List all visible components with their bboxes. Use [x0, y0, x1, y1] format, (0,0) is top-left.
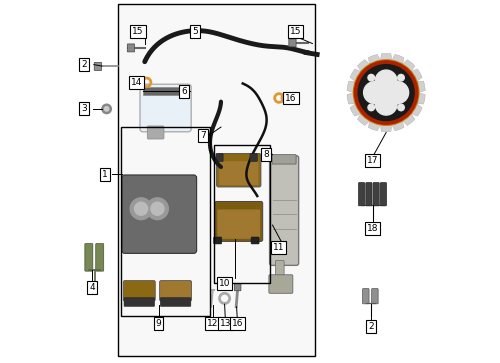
- Polygon shape: [392, 121, 404, 131]
- Text: 11: 11: [272, 243, 284, 252]
- Circle shape: [398, 74, 404, 81]
- Text: 6: 6: [181, 87, 187, 96]
- Text: 17: 17: [367, 156, 378, 165]
- Polygon shape: [411, 69, 422, 81]
- Circle shape: [102, 104, 112, 114]
- Bar: [118, 4, 316, 356]
- Polygon shape: [392, 54, 404, 64]
- Circle shape: [387, 82, 408, 103]
- Text: 12: 12: [208, 319, 218, 328]
- FancyBboxPatch shape: [218, 209, 260, 239]
- Text: 3: 3: [81, 105, 86, 113]
- Text: 18: 18: [367, 224, 378, 233]
- Text: 7: 7: [200, 131, 205, 139]
- FancyBboxPatch shape: [270, 156, 298, 265]
- FancyBboxPatch shape: [272, 155, 296, 164]
- Circle shape: [354, 60, 419, 125]
- Polygon shape: [417, 81, 426, 93]
- Circle shape: [104, 107, 109, 111]
- FancyBboxPatch shape: [380, 183, 386, 206]
- Polygon shape: [350, 104, 361, 116]
- Polygon shape: [417, 93, 426, 104]
- FancyBboxPatch shape: [124, 298, 154, 306]
- Circle shape: [368, 104, 374, 111]
- FancyBboxPatch shape: [96, 244, 104, 271]
- FancyBboxPatch shape: [216, 154, 223, 162]
- FancyBboxPatch shape: [269, 275, 293, 293]
- Circle shape: [151, 202, 164, 215]
- Text: 13: 13: [220, 319, 231, 328]
- FancyBboxPatch shape: [128, 44, 134, 52]
- FancyBboxPatch shape: [94, 62, 102, 70]
- Polygon shape: [402, 60, 415, 72]
- Circle shape: [364, 82, 386, 103]
- Circle shape: [375, 93, 397, 115]
- FancyBboxPatch shape: [373, 183, 379, 206]
- FancyBboxPatch shape: [234, 284, 241, 291]
- Polygon shape: [380, 53, 392, 60]
- Polygon shape: [380, 125, 392, 132]
- FancyBboxPatch shape: [250, 154, 258, 162]
- FancyBboxPatch shape: [215, 201, 262, 241]
- Polygon shape: [368, 54, 380, 64]
- Bar: [214, 145, 270, 283]
- Text: 16: 16: [232, 319, 243, 328]
- FancyBboxPatch shape: [148, 126, 164, 139]
- Text: 16: 16: [286, 94, 297, 102]
- Circle shape: [354, 61, 418, 124]
- Circle shape: [358, 65, 414, 121]
- Text: 1: 1: [102, 170, 108, 179]
- Text: 15: 15: [290, 28, 301, 36]
- Text: 2: 2: [81, 60, 86, 69]
- Polygon shape: [358, 114, 370, 126]
- Text: 10: 10: [219, 279, 230, 287]
- Circle shape: [398, 104, 404, 111]
- Text: 8: 8: [264, 150, 269, 159]
- FancyBboxPatch shape: [372, 289, 378, 304]
- FancyBboxPatch shape: [140, 84, 191, 132]
- FancyBboxPatch shape: [85, 244, 93, 271]
- Text: 14: 14: [131, 78, 142, 87]
- FancyBboxPatch shape: [366, 183, 372, 206]
- FancyBboxPatch shape: [160, 298, 191, 306]
- FancyBboxPatch shape: [160, 281, 192, 301]
- FancyBboxPatch shape: [125, 211, 190, 250]
- Polygon shape: [411, 104, 422, 116]
- Circle shape: [146, 198, 169, 220]
- FancyBboxPatch shape: [219, 161, 258, 185]
- Circle shape: [375, 70, 397, 92]
- FancyBboxPatch shape: [276, 261, 284, 278]
- Text: 2: 2: [368, 322, 374, 331]
- Bar: [121, 127, 210, 316]
- FancyBboxPatch shape: [122, 175, 196, 253]
- FancyBboxPatch shape: [251, 237, 259, 244]
- FancyBboxPatch shape: [362, 289, 369, 304]
- FancyBboxPatch shape: [124, 281, 156, 301]
- FancyBboxPatch shape: [214, 237, 222, 244]
- Text: 9: 9: [156, 319, 162, 328]
- FancyBboxPatch shape: [142, 87, 188, 95]
- Polygon shape: [402, 114, 415, 126]
- Text: 4: 4: [90, 283, 95, 292]
- Circle shape: [368, 74, 374, 81]
- FancyBboxPatch shape: [358, 183, 364, 206]
- Polygon shape: [347, 93, 356, 104]
- Polygon shape: [358, 60, 370, 72]
- Circle shape: [134, 202, 147, 215]
- Circle shape: [130, 198, 152, 220]
- FancyBboxPatch shape: [289, 39, 296, 47]
- FancyBboxPatch shape: [216, 154, 261, 187]
- Polygon shape: [347, 81, 356, 93]
- Polygon shape: [350, 69, 361, 81]
- Text: 5: 5: [192, 28, 198, 36]
- Text: 15: 15: [132, 28, 144, 36]
- Polygon shape: [368, 121, 380, 131]
